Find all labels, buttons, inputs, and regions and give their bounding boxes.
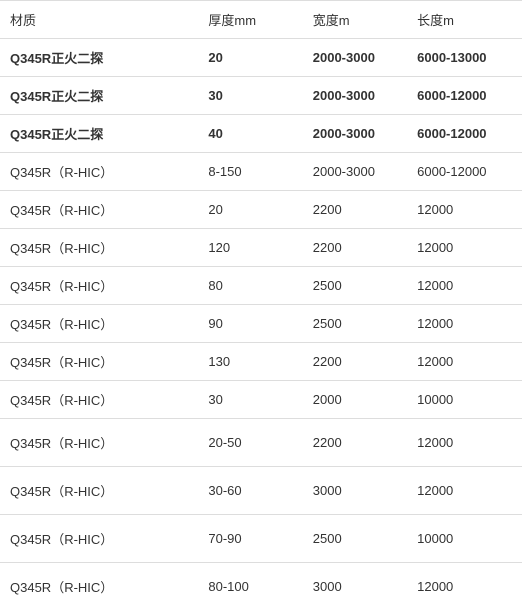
cell-material: Q345R（R-HIC） — [0, 305, 198, 343]
cell-material: Q345R（R-HIC） — [0, 229, 198, 267]
cell-length: 10000 — [407, 381, 522, 419]
cell-material: Q345R正火二探 — [0, 77, 198, 115]
cell-thickness: 120 — [198, 229, 302, 267]
cell-width: 3000 — [303, 467, 407, 515]
table-row: Q345R（R-HIC）20220012000 — [0, 191, 522, 229]
cell-length: 6000-12000 — [407, 115, 522, 153]
cell-width: 2500 — [303, 267, 407, 305]
cell-width: 2000-3000 — [303, 77, 407, 115]
table-header-row: 材质厚度mm宽度m长度m — [0, 1, 522, 39]
cell-material: Q345R正火二探 — [0, 115, 198, 153]
cell-width: 2200 — [303, 419, 407, 467]
cell-width: 3000 — [303, 563, 407, 610]
cell-width: 2200 — [303, 229, 407, 267]
cell-thickness: 40 — [198, 115, 302, 153]
table-row: Q345R（R-HIC）30200010000 — [0, 381, 522, 419]
cell-width: 2200 — [303, 343, 407, 381]
cell-length: 6000-12000 — [407, 153, 522, 191]
cell-length: 12000 — [407, 343, 522, 381]
cell-width: 2200 — [303, 191, 407, 229]
cell-width: 2000 — [303, 381, 407, 419]
cell-length: 12000 — [407, 467, 522, 515]
cell-length: 12000 — [407, 267, 522, 305]
cell-material: Q345R（R-HIC） — [0, 467, 198, 515]
cell-length: 6000-13000 — [407, 39, 522, 77]
cell-width: 2500 — [303, 305, 407, 343]
column-header: 长度m — [407, 1, 522, 39]
spec-table: 材质厚度mm宽度m长度m Q345R正火二探202000-30006000-13… — [0, 0, 522, 610]
cell-thickness: 30 — [198, 77, 302, 115]
table-row: Q345R正火二探402000-30006000-12000 — [0, 115, 522, 153]
table-row: Q345R（R-HIC）130220012000 — [0, 343, 522, 381]
cell-thickness: 30-60 — [198, 467, 302, 515]
table-row: Q345R（R-HIC）120220012000 — [0, 229, 522, 267]
cell-length: 12000 — [407, 229, 522, 267]
cell-width: 2000-3000 — [303, 115, 407, 153]
cell-length: 12000 — [407, 419, 522, 467]
cell-material: Q345R（R-HIC） — [0, 419, 198, 467]
column-header: 厚度mm — [198, 1, 302, 39]
table-row: Q345R（R-HIC）90250012000 — [0, 305, 522, 343]
cell-width: 2000-3000 — [303, 39, 407, 77]
cell-length: 10000 — [407, 515, 522, 563]
cell-material: Q345R（R-HIC） — [0, 381, 198, 419]
cell-material: Q345R（R-HIC） — [0, 267, 198, 305]
cell-material: Q345R（R-HIC） — [0, 191, 198, 229]
cell-thickness: 8-150 — [198, 153, 302, 191]
cell-thickness: 90 — [198, 305, 302, 343]
cell-length: 12000 — [407, 191, 522, 229]
cell-thickness: 80-100 — [198, 563, 302, 610]
table-row: Q345R（R-HIC）30-60300012000 — [0, 467, 522, 515]
cell-length: 6000-12000 — [407, 77, 522, 115]
table-row: Q345R（R-HIC）80250012000 — [0, 267, 522, 305]
column-header: 宽度m — [303, 1, 407, 39]
cell-length: 12000 — [407, 563, 522, 610]
table-row: Q345R（R-HIC）80-100300012000 — [0, 563, 522, 610]
cell-width: 2000-3000 — [303, 153, 407, 191]
cell-thickness: 70-90 — [198, 515, 302, 563]
table-row: Q345R（R-HIC）20-50220012000 — [0, 419, 522, 467]
table-row: Q345R（R-HIC）70-90250010000 — [0, 515, 522, 563]
cell-width: 2500 — [303, 515, 407, 563]
cell-material: Q345R（R-HIC） — [0, 153, 198, 191]
cell-thickness: 20-50 — [198, 419, 302, 467]
column-header: 材质 — [0, 1, 198, 39]
table-row: Q345R正火二探202000-30006000-13000 — [0, 39, 522, 77]
cell-thickness: 20 — [198, 39, 302, 77]
cell-material: Q345R（R-HIC） — [0, 515, 198, 563]
cell-thickness: 20 — [198, 191, 302, 229]
table-row: Q345R正火二探302000-30006000-12000 — [0, 77, 522, 115]
table-row: Q345R（R-HIC）8-1502000-30006000-12000 — [0, 153, 522, 191]
cell-material: Q345R正火二探 — [0, 39, 198, 77]
cell-thickness: 80 — [198, 267, 302, 305]
cell-thickness: 130 — [198, 343, 302, 381]
cell-material: Q345R（R-HIC） — [0, 563, 198, 610]
table-body: Q345R正火二探202000-30006000-13000Q345R正火二探3… — [0, 39, 522, 610]
cell-material: Q345R（R-HIC） — [0, 343, 198, 381]
cell-thickness: 30 — [198, 381, 302, 419]
cell-length: 12000 — [407, 305, 522, 343]
